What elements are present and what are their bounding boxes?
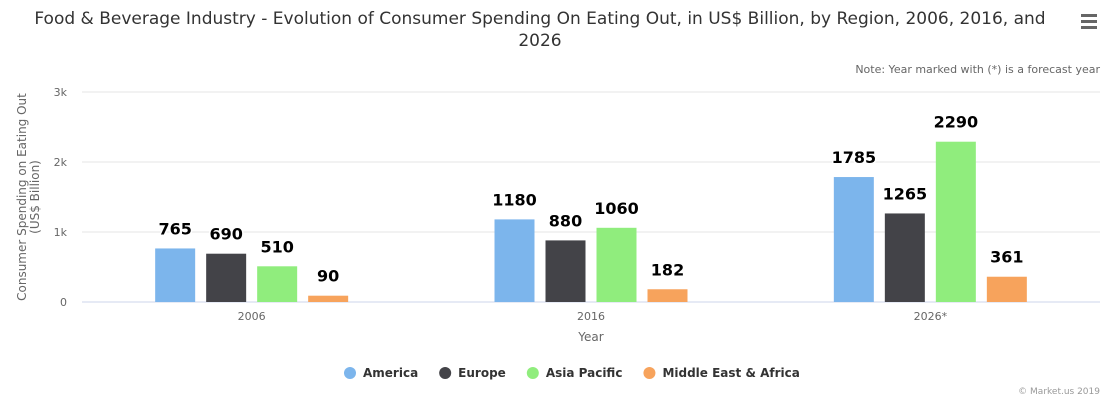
- bar-asia-pacific-2026*[interactable]: [935, 141, 976, 302]
- legend-label: Asia Pacific: [546, 366, 623, 380]
- legend-marker-icon: [526, 367, 539, 379]
- x-axis-title: Year: [577, 330, 603, 344]
- chart-title-line1: Food & Beverage Industry - Evolution of …: [34, 9, 1045, 29]
- data-label: 690: [209, 225, 242, 244]
- hamburger-menu-icon[interactable]: [1078, 10, 1100, 32]
- legend-label: Middle East & Africa: [662, 366, 799, 380]
- legend-marker-icon: [344, 367, 356, 379]
- legend-item-america[interactable]: America: [344, 366, 418, 380]
- data-label: 2290: [934, 113, 979, 132]
- y-tick-label: 1k: [54, 226, 68, 239]
- bar-europe-2006[interactable]: [206, 253, 247, 302]
- y-tick-label: 3k: [54, 86, 68, 99]
- credits[interactable]: © Market.us 2019: [1018, 387, 1100, 397]
- data-label: 90: [317, 267, 339, 286]
- legend-item-europe[interactable]: Europe: [439, 366, 506, 380]
- bar-asia-pacific-2016[interactable]: [596, 227, 637, 302]
- y-tick-label: 0: [60, 296, 67, 309]
- bar-middle-east-africa-2016[interactable]: [647, 289, 688, 302]
- bar-europe-2016[interactable]: [545, 240, 586, 302]
- bar-america-2026*[interactable]: [833, 177, 874, 302]
- data-label: 1265: [883, 184, 928, 203]
- legend-marker-icon: [643, 367, 656, 379]
- bar-asia-pacific-2006[interactable]: [257, 266, 298, 302]
- bar-america-2016[interactable]: [494, 219, 535, 302]
- data-label: 361: [990, 248, 1023, 267]
- data-label: 1180: [492, 190, 537, 209]
- legend-item-asia-pacific[interactable]: Asia Pacific: [526, 366, 623, 380]
- bar-middle-east-africa-2006[interactable]: [308, 295, 349, 302]
- data-label: 1785: [832, 148, 877, 167]
- x-tick-label: 2016: [577, 310, 605, 323]
- y-axis-title: Consumer Spending on Eating Out (US$ Bil…: [15, 93, 42, 301]
- chart-title-line2: 2026: [518, 31, 561, 51]
- y-axis-title-line1: Consumer Spending on Eating Out: [15, 93, 29, 301]
- legend-label: Europe: [458, 366, 506, 380]
- data-label: 880: [549, 211, 582, 230]
- y-tick-label: 2k: [54, 156, 68, 169]
- data-label: 1060: [594, 199, 639, 218]
- legend-item-middle-east-africa[interactable]: Middle East & Africa: [643, 366, 800, 380]
- legend-marker-icon: [439, 367, 452, 379]
- y-axis-title-line2: (US$ Billion): [28, 160, 42, 234]
- bar-europe-2026*[interactable]: [884, 213, 925, 302]
- x-tick-label: 2006: [238, 310, 266, 323]
- data-label: 182: [651, 260, 684, 279]
- forecast-note: Note: Year marked with (*) is a forecast…: [855, 63, 1100, 76]
- x-tick-label: 2026*: [914, 310, 948, 323]
- legend-label: America: [363, 366, 418, 380]
- data-label: 765: [158, 219, 191, 238]
- data-label: 510: [260, 237, 293, 256]
- bar-middle-east-africa-2026*[interactable]: [986, 276, 1027, 302]
- bar-america-2006[interactable]: [155, 248, 196, 302]
